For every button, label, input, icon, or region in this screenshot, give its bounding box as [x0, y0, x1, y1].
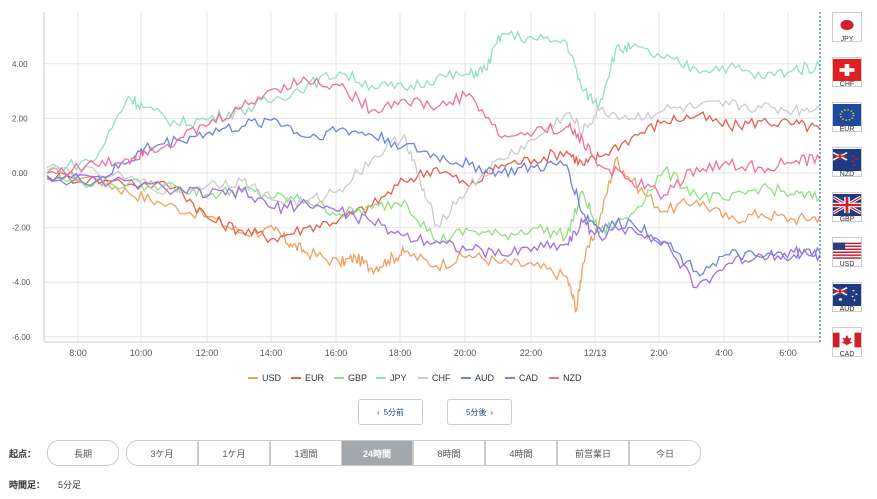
series-line-aud [46, 117, 821, 277]
series-line-chf [46, 98, 821, 229]
flag-button-gbp[interactable] [832, 192, 862, 222]
japan-flag-icon [833, 14, 861, 36]
legend-label-nzd: NZD [563, 373, 582, 383]
legend-label-eur: EUR [305, 373, 325, 383]
australia-flag-icon [833, 284, 861, 306]
x-tick-label: 12:00 [196, 348, 219, 358]
next-5min-button[interactable]: 5分後 › [447, 399, 512, 425]
range-button-5[interactable]: 4時間 [485, 440, 557, 466]
flag-label-usd: USD [839, 261, 855, 268]
canada-flag-icon [833, 329, 861, 351]
switzerland-flag-icon [833, 59, 861, 81]
chevron-right-icon: › [490, 407, 494, 417]
flag-button-chf[interactable] [832, 57, 862, 87]
flag-button-aud[interactable] [832, 282, 862, 312]
range-button-3[interactable]: 24時間 [341, 440, 413, 466]
y-tick-label: -2.00 [12, 224, 31, 233]
series-line-nzd [46, 76, 821, 201]
us-flag-icon [833, 239, 861, 261]
x-tick-label: 10:00 [130, 348, 153, 358]
flag-label-jpy: JPY [840, 36, 854, 43]
legend-label-usd: USD [262, 373, 282, 383]
range-button-0[interactable]: 3ケ月 [126, 440, 198, 466]
range-button-6[interactable]: 前営業日 [557, 440, 629, 466]
next-label: 5分後 [465, 407, 487, 417]
legend-label-gbp: GBP [348, 373, 367, 383]
x-tick-label: 20:00 [454, 348, 477, 358]
y-tick-label: 0.00 [12, 169, 28, 178]
legend-label-chf: CHF [432, 373, 451, 383]
y-tick-label: -6.00 [12, 333, 31, 342]
series-lines [46, 29, 821, 313]
flag-label-eur: EUR [839, 126, 855, 133]
flag-button-cad[interactable] [832, 327, 862, 357]
legend: USD EUR GBP JPY CHF AUD CAD NZD [248, 373, 582, 383]
range-button-2[interactable]: 1週間 [270, 440, 342, 466]
flag-label-cad: CAD [839, 351, 855, 358]
x-tick-label: 6:00 [779, 348, 797, 358]
chevron-left-icon: ‹ [376, 407, 380, 417]
range-button-4[interactable]: 8時間 [413, 440, 485, 466]
range-button-1[interactable]: 1ケ月 [198, 440, 270, 466]
axes: 8:00 10:00 12:00 14:00 16:00 18:00 20:00 22:00 1… [12, 12, 820, 358]
flag-label-gbp: GBP [839, 216, 855, 223]
x-tick-label: 12/13 [584, 348, 607, 358]
flag-button-eur[interactable] [832, 102, 862, 132]
x-tick-label: 16:00 [325, 348, 348, 358]
x-tick-label: 18:00 [389, 348, 412, 358]
series-line-cad [46, 174, 821, 289]
x-tick-label: 2:00 [650, 348, 668, 358]
flag-button-usd[interactable] [832, 237, 862, 267]
start-point-label: 起点： [9, 449, 37, 459]
uk-flag-icon [833, 194, 861, 216]
flag-label-aud: AUD [839, 306, 855, 313]
flag-button-nzd[interactable] [832, 147, 862, 177]
y-tick-label: 4.00 [12, 60, 28, 69]
prev-5min-button[interactable]: ‹ 5分前 [358, 399, 423, 425]
legend-label-jpy: JPY [390, 373, 407, 383]
grid [44, 12, 820, 342]
y-tick-label: 2.00 [12, 114, 28, 123]
x-tick-label: 8:00 [69, 348, 87, 358]
range-long-button[interactable]: 長期 [47, 440, 119, 466]
series-line-usd [46, 155, 821, 313]
currency-strength-chart: 8:00 10:00 12:00 14:00 16:00 18:00 20:00 22:00 1… [12, 12, 821, 383]
prev-label: 5分前 [383, 407, 405, 417]
x-tick-label: 22:00 [520, 348, 543, 358]
y-tick-label: -4.00 [12, 278, 31, 287]
interval-label: 時間足： [9, 480, 46, 490]
legend-label-cad: CAD [519, 373, 539, 383]
flag-label-nzd: NZD [839, 171, 855, 178]
range-button-7[interactable]: 今日 [629, 440, 701, 466]
x-tick-label: 4:00 [715, 348, 733, 358]
flag-button-jpy[interactable] [832, 12, 862, 42]
interval-value: 5分足 [58, 480, 82, 490]
new-zealand-flag-icon [833, 149, 861, 171]
flag-label-chf: CHF [839, 81, 855, 88]
eu-flag-icon [833, 104, 861, 126]
series-line-eur [46, 111, 821, 244]
legend-label-aud: AUD [475, 373, 495, 383]
x-tick-label: 14:00 [260, 348, 283, 358]
